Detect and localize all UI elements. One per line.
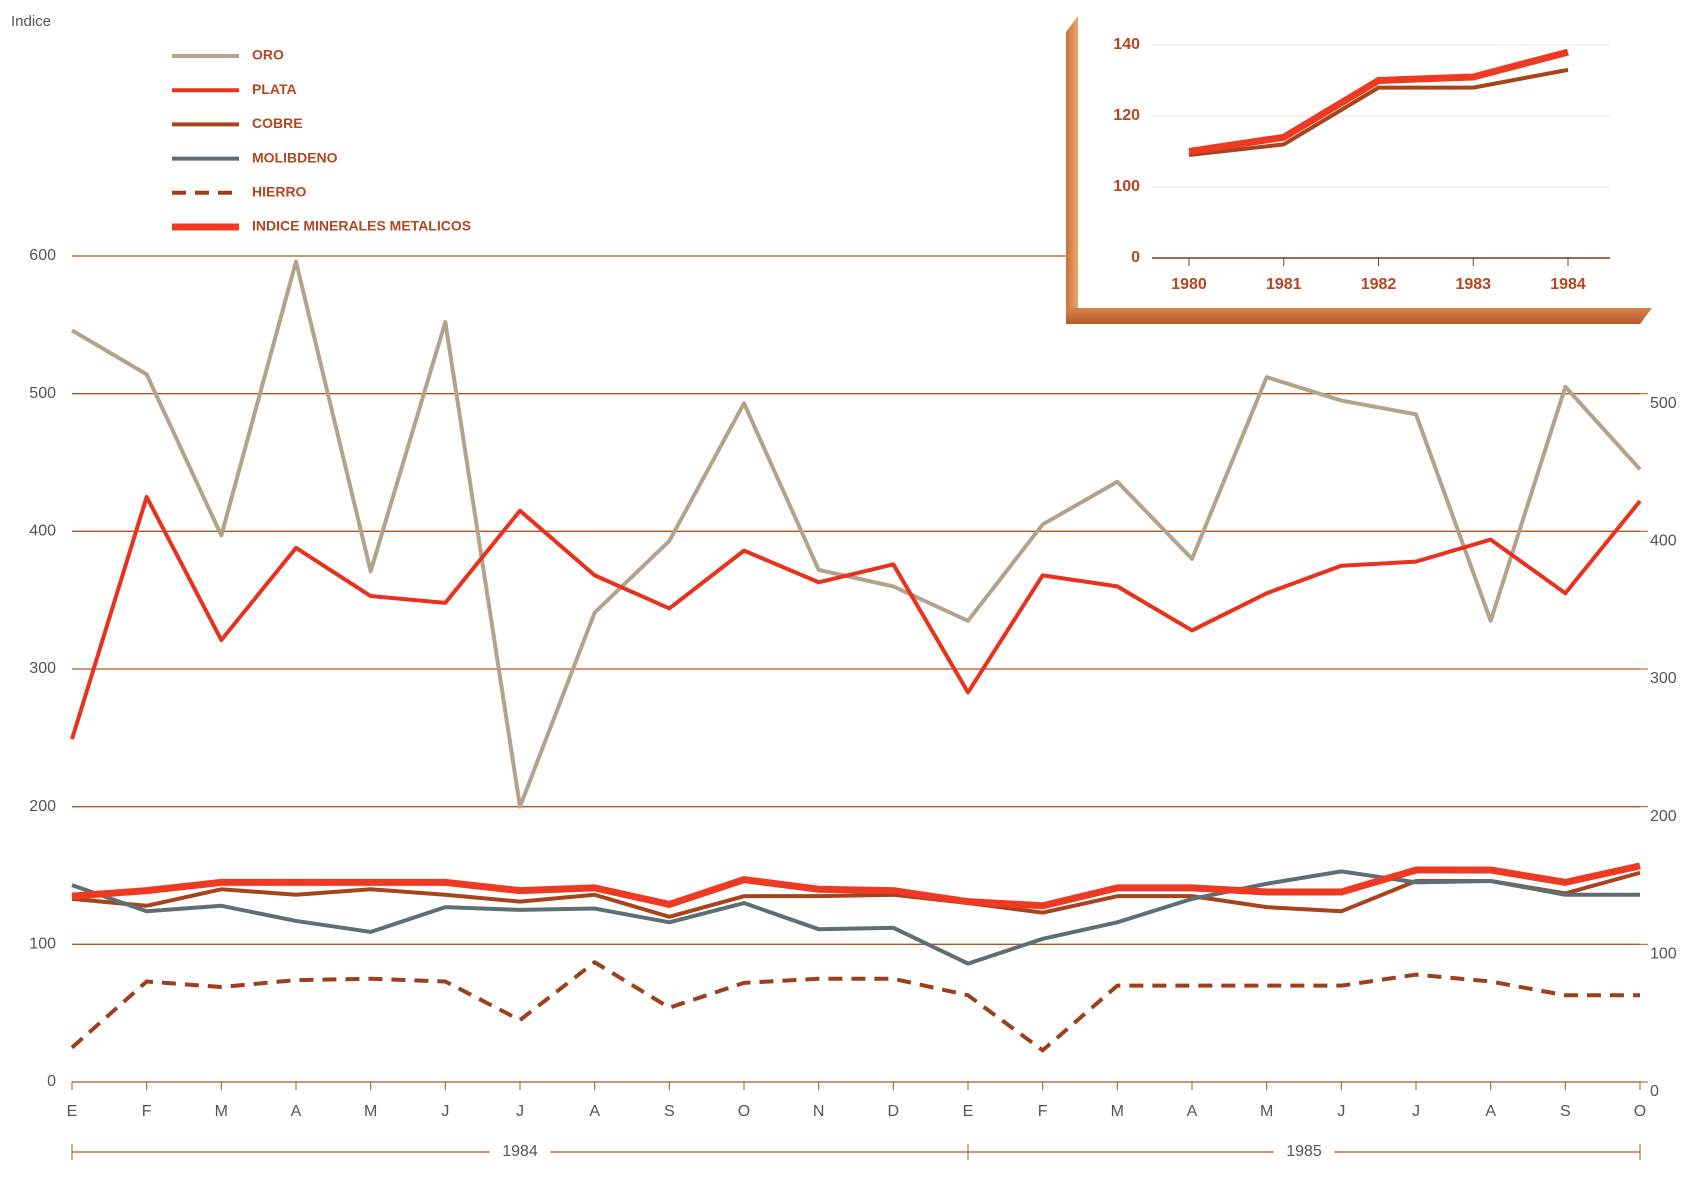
year-label: 1985	[1286, 1143, 1322, 1160]
series-line	[71, 862, 1641, 910]
x-tick-label: A	[291, 1103, 302, 1120]
inset-x-tick-label: 1984	[1550, 276, 1586, 293]
series-line	[70, 494, 1642, 740]
year-label: 1984	[502, 1143, 538, 1160]
y-axis-title: Indice	[11, 13, 51, 30]
x-tick-label: A	[1485, 1103, 1496, 1120]
x-tick-label: S	[1560, 1103, 1571, 1120]
y-tick-label: 100	[29, 936, 56, 953]
x-tick-label: J	[1412, 1103, 1420, 1120]
x-tick-label: M	[215, 1103, 228, 1120]
year-label-bg	[490, 1142, 550, 1162]
inset-y-tick-label: 140	[1113, 36, 1140, 53]
inset-y-tick-label: 120	[1113, 107, 1140, 124]
legend-label: HIERRO	[252, 184, 307, 200]
x-tick-label: A	[1187, 1103, 1198, 1120]
y-tick-label: 200	[29, 798, 56, 815]
x-tick-label: M	[1111, 1103, 1124, 1120]
y-tick-label: 300	[29, 660, 56, 677]
series-line	[1188, 48, 1569, 155]
x-tick-label: F	[1038, 1103, 1048, 1120]
inset-x-tick-label: 1983	[1455, 276, 1491, 293]
x-tick-label: M	[1260, 1103, 1273, 1120]
x-tick-label: J	[1337, 1103, 1345, 1120]
x-tick-label: O	[1634, 1103, 1646, 1120]
year-label-bg	[1274, 1142, 1334, 1162]
inset-y-tick-label: 100	[1113, 178, 1140, 195]
series-line	[1188, 67, 1569, 158]
x-tick-label: S	[664, 1103, 675, 1120]
y2-tick-label: 300	[1650, 670, 1677, 687]
legend-label: MOLIBDENO	[252, 149, 338, 165]
y-tick-label: 0	[47, 1073, 56, 1090]
x-tick-label: M	[364, 1103, 377, 1120]
x-tick-label: N	[813, 1103, 825, 1120]
y2-tick-label: 200	[1650, 808, 1677, 825]
x-tick-label: F	[142, 1103, 152, 1120]
inset-y-tick-label: 0	[1131, 249, 1140, 266]
inset-slab	[1066, 308, 1652, 324]
y-tick-label: 500	[29, 385, 56, 402]
x-tick-label: J	[516, 1103, 524, 1120]
inset-x-tick-label: 1981	[1266, 276, 1302, 293]
legend-label: INDICE MINERALES METALICOS	[252, 218, 471, 234]
y2-tick-label: 400	[1650, 533, 1677, 550]
series-line	[71, 869, 1640, 966]
y2-tick-label: 100	[1650, 946, 1677, 963]
inset-x-tick-label: 1980	[1171, 276, 1207, 293]
x-tick-label: J	[441, 1103, 449, 1120]
inset-side	[1066, 16, 1078, 322]
legend-label: ORO	[252, 47, 284, 63]
series-line	[70, 960, 1640, 1053]
x-tick-label: O	[738, 1103, 750, 1120]
x-tick-label: E	[67, 1103, 78, 1120]
legend-label: COBRE	[252, 115, 303, 131]
x-tick-label: E	[963, 1103, 974, 1120]
y-tick-label: 400	[29, 523, 56, 540]
legend-label: PLATA	[252, 81, 297, 97]
series-line	[71, 870, 1641, 919]
inset-x-tick-label: 1982	[1361, 276, 1397, 293]
inset-panel	[1078, 16, 1652, 312]
x-tick-label: D	[888, 1103, 900, 1120]
series-line	[70, 259, 1642, 809]
x-tick-label: A	[589, 1103, 600, 1120]
y2-tick-label: 0	[1650, 1083, 1659, 1100]
y-tick-label: 600	[29, 247, 56, 264]
y2-tick-label: 500	[1650, 395, 1677, 412]
